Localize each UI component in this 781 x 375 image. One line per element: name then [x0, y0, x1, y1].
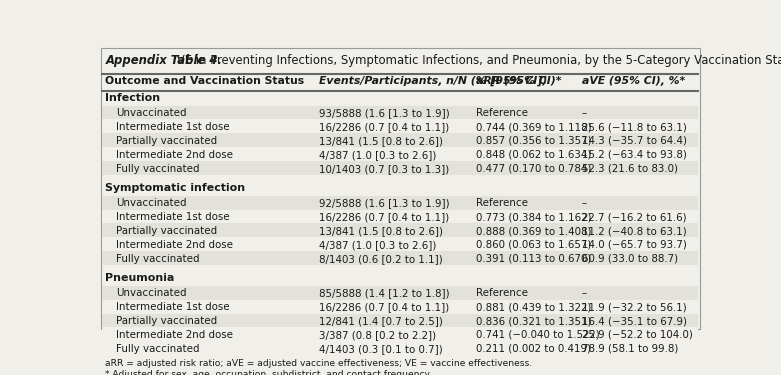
- Text: Pneumonia: Pneumonia: [105, 273, 174, 284]
- FancyBboxPatch shape: [102, 327, 698, 341]
- Text: Intermediate 2nd dose: Intermediate 2nd dose: [116, 330, 233, 340]
- Text: 4/387 (1.0 [0.3 to 2.6]): 4/387 (1.0 [0.3 to 2.6]): [319, 240, 436, 250]
- Text: Symptomatic infection: Symptomatic infection: [105, 183, 245, 193]
- FancyBboxPatch shape: [102, 224, 698, 237]
- Text: 52.3 (21.6 to 83.0): 52.3 (21.6 to 83.0): [582, 164, 678, 174]
- Text: Unvaccinated: Unvaccinated: [116, 198, 187, 208]
- Text: Events/Participants, n/N (% [95% CI]): Events/Participants, n/N (% [95% CI]): [319, 76, 547, 86]
- Text: 0.888 (0.369 to 1.408): 0.888 (0.369 to 1.408): [476, 226, 591, 236]
- Text: 14.3 (−35.7 to 64.4): 14.3 (−35.7 to 64.4): [582, 136, 686, 146]
- Text: Fully vaccinated: Fully vaccinated: [116, 254, 199, 264]
- Text: 13/841 (1.5 [0.8 to 2.6]): 13/841 (1.5 [0.8 to 2.6]): [319, 226, 443, 236]
- Text: Intermediate 2nd dose: Intermediate 2nd dose: [116, 150, 233, 160]
- Text: 25.9 (−52.2 to 104.0): 25.9 (−52.2 to 104.0): [582, 330, 693, 340]
- Text: VE in Preventing Infections, Symptomatic Infections, and Pneumonia, by the 5-Cat: VE in Preventing Infections, Symptomatic…: [173, 54, 781, 67]
- FancyBboxPatch shape: [102, 300, 698, 314]
- Text: Reference: Reference: [476, 108, 528, 118]
- FancyBboxPatch shape: [102, 341, 698, 355]
- FancyBboxPatch shape: [102, 196, 698, 210]
- Text: 14.0 (−65.7 to 93.7): 14.0 (−65.7 to 93.7): [582, 240, 686, 250]
- Text: –: –: [582, 108, 587, 118]
- Text: 16/2286 (0.7 [0.4 to 1.1]): 16/2286 (0.7 [0.4 to 1.1]): [319, 302, 449, 312]
- Text: Partially vaccinated: Partially vaccinated: [116, 226, 217, 236]
- FancyBboxPatch shape: [102, 251, 698, 265]
- Text: 0.860 (0.063 to 1.657): 0.860 (0.063 to 1.657): [476, 240, 591, 250]
- Text: Intermediate 2nd dose: Intermediate 2nd dose: [116, 240, 233, 250]
- FancyBboxPatch shape: [102, 106, 698, 120]
- Text: 16/2286 (0.7 [0.4 to 1.1]): 16/2286 (0.7 [0.4 to 1.1]): [319, 212, 449, 222]
- FancyBboxPatch shape: [102, 286, 698, 300]
- Text: 11.9 (−32.2 to 56.1): 11.9 (−32.2 to 56.1): [582, 302, 686, 312]
- Text: 93/5888 (1.6 [1.3 to 1.9]): 93/5888 (1.6 [1.3 to 1.9]): [319, 108, 449, 118]
- Text: 0.741 (−0.040 to 1.522): 0.741 (−0.040 to 1.522): [476, 330, 600, 340]
- Text: 11.2 (−40.8 to 63.1): 11.2 (−40.8 to 63.1): [582, 226, 686, 236]
- Text: 60.9 (33.0 to 88.7): 60.9 (33.0 to 88.7): [582, 254, 678, 264]
- Text: Partially vaccinated: Partially vaccinated: [116, 136, 217, 146]
- Text: 8/1403 (0.6 [0.2 to 1.1]): 8/1403 (0.6 [0.2 to 1.1]): [319, 254, 442, 264]
- Text: Appendix Table 4.: Appendix Table 4.: [105, 54, 223, 67]
- Text: –: –: [582, 288, 587, 298]
- FancyBboxPatch shape: [102, 134, 698, 147]
- Text: 0.744 (0.369 to 1.118): 0.744 (0.369 to 1.118): [476, 122, 591, 132]
- Text: 13/841 (1.5 [0.8 to 2.6]): 13/841 (1.5 [0.8 to 2.6]): [319, 136, 443, 146]
- Text: 3/387 (0.8 [0.2 to 2.2]): 3/387 (0.8 [0.2 to 2.2]): [319, 330, 436, 340]
- Text: Unvaccinated: Unvaccinated: [116, 108, 187, 118]
- Text: 0.857 (0.356 to 1.357): 0.857 (0.356 to 1.357): [476, 136, 591, 146]
- Text: Intermediate 1st dose: Intermediate 1st dose: [116, 302, 230, 312]
- Text: 0.881 (0.439 to 1.322): 0.881 (0.439 to 1.322): [476, 302, 591, 312]
- Text: 0.836 (0.321 to 1.351): 0.836 (0.321 to 1.351): [476, 316, 591, 326]
- Text: 92/5888 (1.6 [1.3 to 1.9]): 92/5888 (1.6 [1.3 to 1.9]): [319, 198, 449, 208]
- FancyBboxPatch shape: [102, 147, 698, 161]
- Text: Intermediate 1st dose: Intermediate 1st dose: [116, 212, 230, 222]
- Text: 12/841 (1.4 [0.7 to 2.5]): 12/841 (1.4 [0.7 to 2.5]): [319, 316, 442, 326]
- Text: 16/2286 (0.7 [0.4 to 1.1]): 16/2286 (0.7 [0.4 to 1.1]): [319, 122, 449, 132]
- Text: Fully vaccinated: Fully vaccinated: [116, 344, 199, 354]
- FancyBboxPatch shape: [102, 210, 698, 224]
- Text: 25.6 (−11.8 to 63.1): 25.6 (−11.8 to 63.1): [582, 122, 686, 132]
- Text: Reference: Reference: [476, 288, 528, 298]
- FancyBboxPatch shape: [102, 161, 698, 175]
- Text: 16.4 (−35.1 to 67.9): 16.4 (−35.1 to 67.9): [582, 316, 686, 326]
- FancyBboxPatch shape: [102, 120, 698, 134]
- Text: * Adjusted for sex, age, occupation, subdistrict, and contact frequency.: * Adjusted for sex, age, occupation, sub…: [105, 370, 432, 375]
- Text: 22.7 (−16.2 to 61.6): 22.7 (−16.2 to 61.6): [582, 212, 686, 222]
- Text: Reference: Reference: [476, 198, 528, 208]
- Text: 0.391 (0.113 to 0.670): 0.391 (0.113 to 0.670): [476, 254, 591, 264]
- FancyBboxPatch shape: [102, 314, 698, 327]
- Text: 4/1403 (0.3 [0.1 to 0.7]): 4/1403 (0.3 [0.1 to 0.7]): [319, 344, 442, 354]
- Text: Infection: Infection: [105, 93, 160, 103]
- Text: aVE (95% CI), %*: aVE (95% CI), %*: [582, 76, 685, 86]
- Text: Unvaccinated: Unvaccinated: [116, 288, 187, 298]
- Text: 85/5888 (1.4 [1.2 to 1.8]): 85/5888 (1.4 [1.2 to 1.8]): [319, 288, 449, 298]
- Text: aRR (95% CI)*: aRR (95% CI)*: [476, 76, 562, 86]
- FancyBboxPatch shape: [101, 48, 700, 328]
- Text: 0.848 (0.062 to 1.634): 0.848 (0.062 to 1.634): [476, 150, 591, 160]
- Text: 78.9 (58.1 to 99.8): 78.9 (58.1 to 99.8): [582, 344, 678, 354]
- Text: 4/387 (1.0 [0.3 to 2.6]): 4/387 (1.0 [0.3 to 2.6]): [319, 150, 436, 160]
- Text: –: –: [582, 198, 587, 208]
- Text: Intermediate 1st dose: Intermediate 1st dose: [116, 122, 230, 132]
- Text: aRR = adjusted risk ratio; aVE = adjusted vaccine effectiveness; VE = vaccine ef: aRR = adjusted risk ratio; aVE = adjuste…: [105, 359, 533, 368]
- Text: Fully vaccinated: Fully vaccinated: [116, 164, 199, 174]
- Text: Partially vaccinated: Partially vaccinated: [116, 316, 217, 326]
- Text: 15.2 (−63.4 to 93.8): 15.2 (−63.4 to 93.8): [582, 150, 686, 160]
- Text: 0.211 (0.002 to 0.419): 0.211 (0.002 to 0.419): [476, 344, 591, 354]
- Text: 0.477 (0.170 to 0.784): 0.477 (0.170 to 0.784): [476, 164, 591, 174]
- FancyBboxPatch shape: [102, 237, 698, 251]
- Text: Outcome and Vaccination Status: Outcome and Vaccination Status: [105, 76, 304, 86]
- Text: 10/1403 (0.7 [0.3 to 1.3]): 10/1403 (0.7 [0.3 to 1.3]): [319, 164, 449, 174]
- Text: 0.773 (0.384 to 1.162): 0.773 (0.384 to 1.162): [476, 212, 591, 222]
